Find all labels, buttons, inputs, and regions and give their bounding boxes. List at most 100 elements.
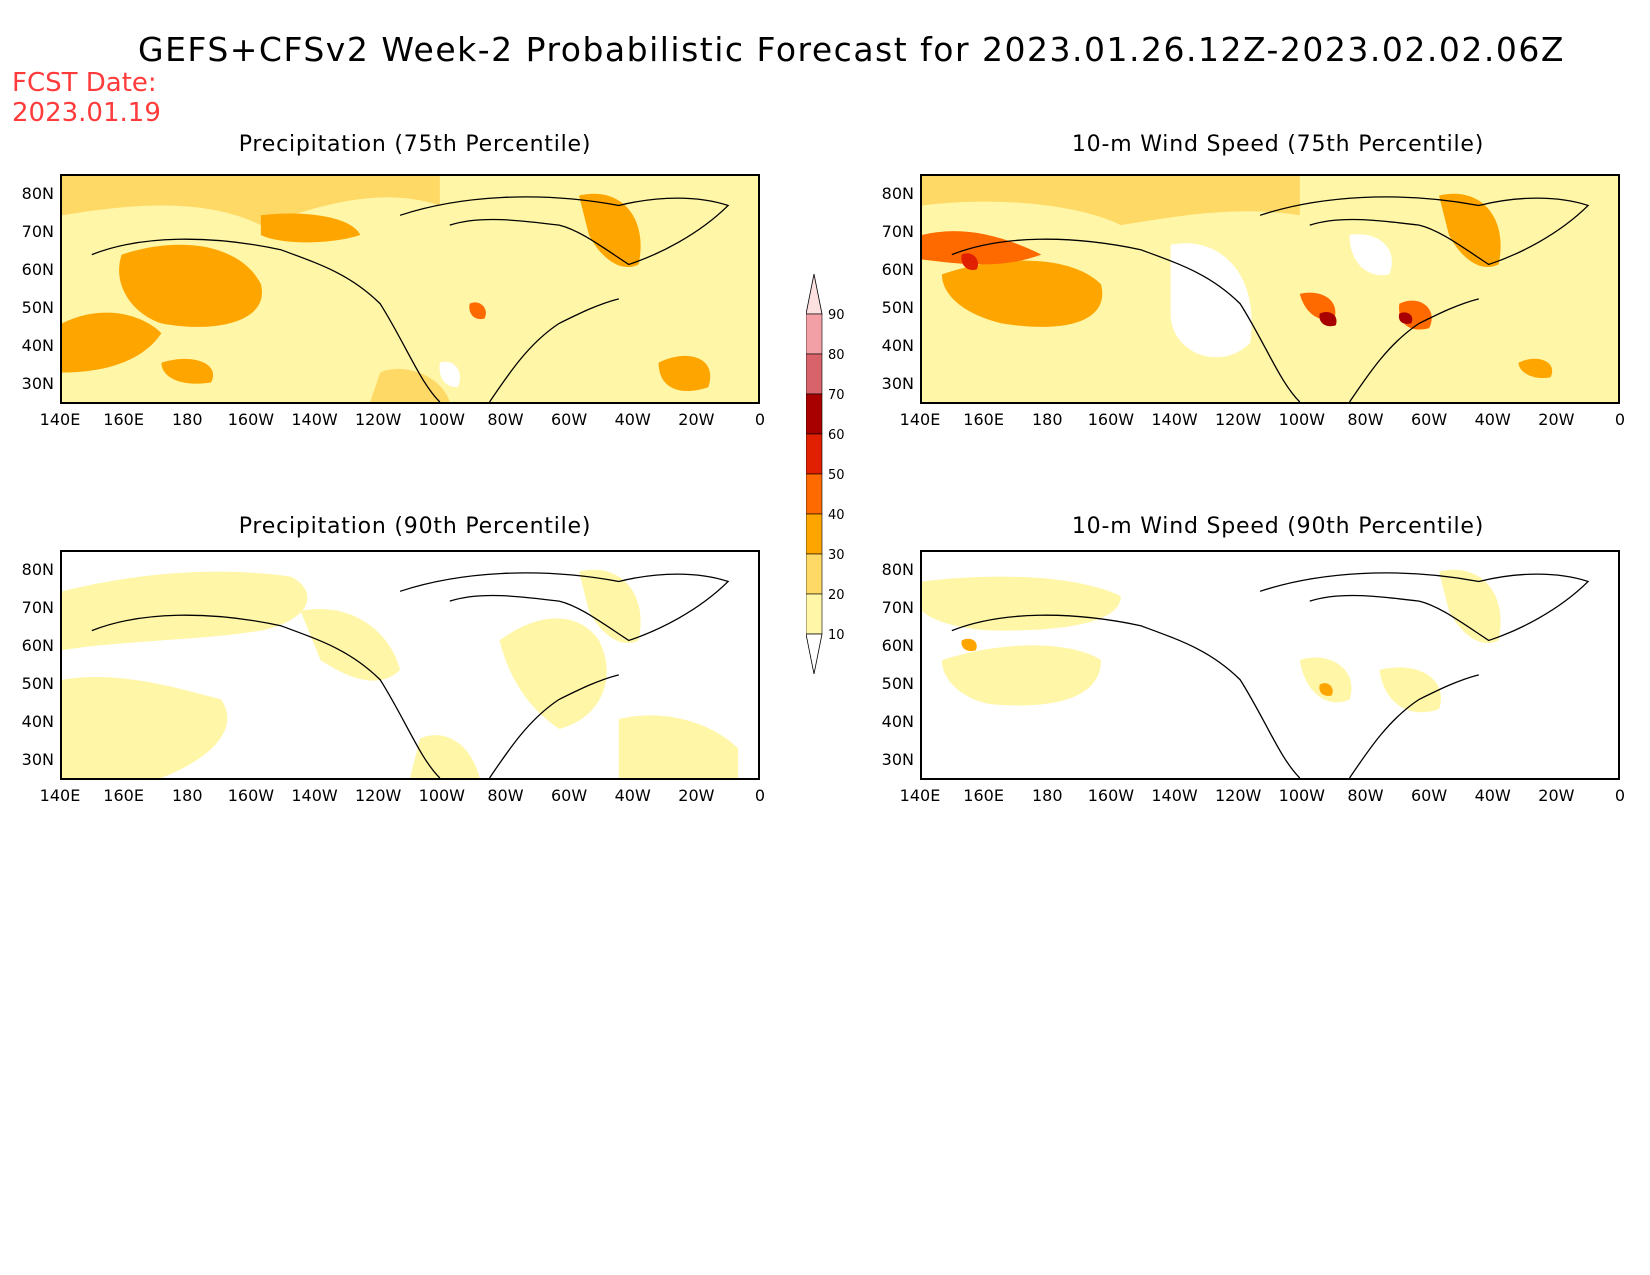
- colorbar-segment: [805, 593, 823, 635]
- lon-label: 140E: [899, 410, 941, 429]
- lat-label: 30N: [881, 374, 914, 393]
- lat-label: 70N: [881, 222, 914, 241]
- lon-label: 60W: [550, 410, 588, 429]
- lon-label: 160W: [227, 786, 275, 805]
- lat-label: 60N: [21, 260, 54, 279]
- colorbar-bottom-triangle: [805, 633, 823, 675]
- lon-label: 80W: [487, 410, 524, 429]
- lon-label: 140E: [899, 786, 941, 805]
- colorbar-segment: [805, 353, 823, 395]
- lon-label: 0: [1614, 410, 1626, 429]
- panel-title-wind-75: 10-m Wind Speed (75th Percentile): [1071, 132, 1485, 157]
- lon-label: 40W: [614, 410, 651, 429]
- lon-label: 140E: [39, 410, 81, 429]
- lon-label: 180: [1031, 786, 1063, 805]
- lon-label: 20W: [1538, 410, 1575, 429]
- lat-label: 60N: [881, 636, 914, 655]
- lon-label: 180: [171, 786, 203, 805]
- lat-label: 60N: [881, 260, 914, 279]
- lon-label: 160E: [963, 410, 1004, 429]
- lon-label: 40W: [1474, 410, 1511, 429]
- lon-label: 140W: [1151, 410, 1198, 429]
- colorbar-segment: [805, 393, 823, 435]
- lon-label: 0: [754, 410, 766, 429]
- lat-label: 80N: [21, 560, 54, 579]
- lon-label: 100W: [418, 410, 465, 429]
- lon-label: 140W: [291, 410, 338, 429]
- lon-label: 120W: [1214, 410, 1262, 429]
- lon-label: 20W: [1538, 786, 1575, 805]
- lon-label: 60W: [1410, 410, 1448, 429]
- fcst-date: 2023.01.19: [12, 98, 161, 128]
- map-wind-90: [920, 550, 1620, 780]
- lon-label: 100W: [1278, 786, 1325, 805]
- colorbar-segment: [805, 473, 823, 515]
- lon-label: 160E: [963, 786, 1004, 805]
- lon-label: 180: [171, 410, 203, 429]
- colorbar-segment: [805, 313, 823, 355]
- lon-label: 0: [754, 786, 766, 805]
- lon-label: 120W: [354, 410, 402, 429]
- colorbar-label: 90: [828, 308, 845, 323]
- lon-label: 160E: [103, 410, 144, 429]
- lon-label: 0: [1614, 786, 1626, 805]
- lon-label: 160W: [1087, 410, 1135, 429]
- lat-label: 40N: [21, 336, 54, 355]
- lat-label: 50N: [881, 298, 914, 317]
- lon-label: 80W: [487, 786, 524, 805]
- lat-label: 80N: [881, 560, 914, 579]
- lon-label: 20W: [678, 786, 715, 805]
- lat-label: 70N: [21, 222, 54, 241]
- lat-label: 40N: [881, 712, 914, 731]
- lat-label: 40N: [881, 336, 914, 355]
- map-precip-90: [60, 550, 760, 780]
- lon-label: 80W: [1347, 410, 1384, 429]
- fcst-label: FCST Date:: [12, 68, 157, 98]
- lat-label: 50N: [21, 674, 54, 693]
- lon-label: 140W: [291, 786, 338, 805]
- lon-label: 80W: [1347, 786, 1384, 805]
- lat-label: 50N: [881, 674, 914, 693]
- forecast-date-label: FCST Date: 2023.01.19: [12, 68, 161, 128]
- colorbar-top-triangle: [805, 273, 823, 315]
- figure-title: GEFS+CFSv2 Week-2 Probabilistic Forecast…: [138, 30, 1565, 69]
- colorbar-segment: [805, 433, 823, 475]
- panel-title-wind-90: 10-m Wind Speed (90th Percentile): [1071, 514, 1485, 539]
- panel-title-precip-90: Precipitation (90th Percentile): [238, 514, 592, 539]
- lon-label: 60W: [550, 786, 588, 805]
- lon-label: 180: [1031, 410, 1063, 429]
- lat-label: 60N: [21, 636, 54, 655]
- lat-label: 70N: [21, 598, 54, 617]
- lon-label: 140W: [1151, 786, 1198, 805]
- colorbar-segment: [805, 513, 823, 555]
- colorbar-label: 60: [828, 428, 845, 443]
- lat-label: 50N: [21, 298, 54, 317]
- colorbar-label: 70: [828, 388, 845, 403]
- panel-title-precip-75: Precipitation (75th Percentile): [238, 132, 592, 157]
- lon-label: 40W: [614, 786, 651, 805]
- lon-label: 60W: [1410, 786, 1448, 805]
- lon-label: 120W: [1214, 786, 1262, 805]
- map-precip-75: [60, 174, 760, 404]
- lon-label: 160W: [1087, 786, 1135, 805]
- lat-label: 40N: [21, 712, 54, 731]
- lon-label: 140E: [39, 786, 81, 805]
- lon-label: 100W: [1278, 410, 1325, 429]
- colorbar-label: 40: [828, 508, 845, 523]
- lat-label: 30N: [881, 750, 914, 769]
- lon-label: 100W: [418, 786, 465, 805]
- colorbar-label: 50: [828, 468, 845, 483]
- lat-label: 30N: [21, 750, 54, 769]
- colorbar-label: 30: [828, 548, 845, 563]
- colorbar-segment: [805, 553, 823, 595]
- colorbar-label: 80: [828, 348, 845, 363]
- lon-label: 40W: [1474, 786, 1511, 805]
- lon-label: 20W: [678, 410, 715, 429]
- lat-label: 30N: [21, 374, 54, 393]
- colorbar: 90 80 70 60 50 40 30 20 10: [805, 273, 866, 675]
- lat-label: 80N: [881, 184, 914, 203]
- lat-label: 80N: [21, 184, 54, 203]
- colorbar-label: 20: [828, 588, 845, 603]
- lon-label: 160W: [227, 410, 275, 429]
- lon-label: 120W: [354, 786, 402, 805]
